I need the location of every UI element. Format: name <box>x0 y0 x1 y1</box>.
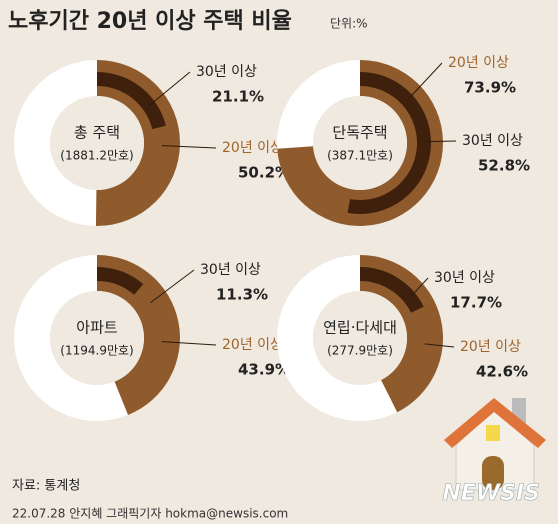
legend-label: 30년 이상 <box>462 133 523 149</box>
leader-line <box>150 269 195 304</box>
value-label: 42.6% <box>476 363 528 381</box>
donut-title: 아파트 <box>76 319 118 337</box>
leader-line <box>423 140 457 143</box>
credit: 22.07.28 안지혜 그래픽기자 hokma@newsis.com <box>12 507 288 521</box>
value-label: 17.7% <box>450 294 502 312</box>
house-icon <box>444 398 546 491</box>
unit: 단위:% <box>330 17 368 31</box>
donut-segment <box>97 267 144 295</box>
legend-label: 20년 이상 <box>460 339 521 355</box>
donut-hole <box>313 96 407 190</box>
donut-segment <box>360 255 443 413</box>
donut-segment <box>347 72 431 214</box>
donut-hole <box>50 291 144 385</box>
donut-hole <box>50 96 144 190</box>
leader-line <box>424 343 455 348</box>
leader-line <box>161 145 217 149</box>
donut-segment <box>360 267 424 313</box>
value-label: 73.9% <box>464 79 516 97</box>
leader-line <box>148 71 191 107</box>
legend-label: 30년 이상 <box>200 262 261 278</box>
value-label: 11.3% <box>216 286 268 304</box>
legend-label: 20년 이상 <box>448 55 509 71</box>
value-label: 43.9% <box>238 361 290 379</box>
legend-label: 20년 이상 <box>222 337 283 353</box>
legend-label: 30년 이상 <box>196 64 257 80</box>
title: 노후기간 20년 이상 주택 비율 <box>8 9 292 34</box>
donut-subtitle: (277.9만호) <box>327 344 393 358</box>
donut-title: 연립·다세대 <box>323 319 397 337</box>
donut-title: 총 주택 <box>74 124 120 142</box>
legend-label: 20년 이상 <box>222 140 283 156</box>
donut-hole <box>313 291 407 385</box>
donut-title: 단독주택 <box>332 124 387 142</box>
donut-subtitle: (1194.9만호) <box>60 344 133 358</box>
legend-label: 30년 이상 <box>434 270 495 286</box>
donut-segment <box>97 255 180 415</box>
donut-subtitle: (1881.2만호) <box>60 149 133 163</box>
logo: NEWSIS <box>442 481 540 506</box>
donut-segment <box>95 60 180 226</box>
leader-line <box>409 277 429 299</box>
donut-subtitle: (387.1만호) <box>327 149 393 163</box>
leader-line <box>407 62 443 100</box>
donut-segment <box>97 72 166 130</box>
value-label: 50.2% <box>238 164 290 182</box>
value-label: 21.1% <box>212 88 264 106</box>
value-label: 52.8% <box>478 157 530 175</box>
leader-line <box>161 341 217 346</box>
source: 자료: 통계청 <box>12 479 80 494</box>
